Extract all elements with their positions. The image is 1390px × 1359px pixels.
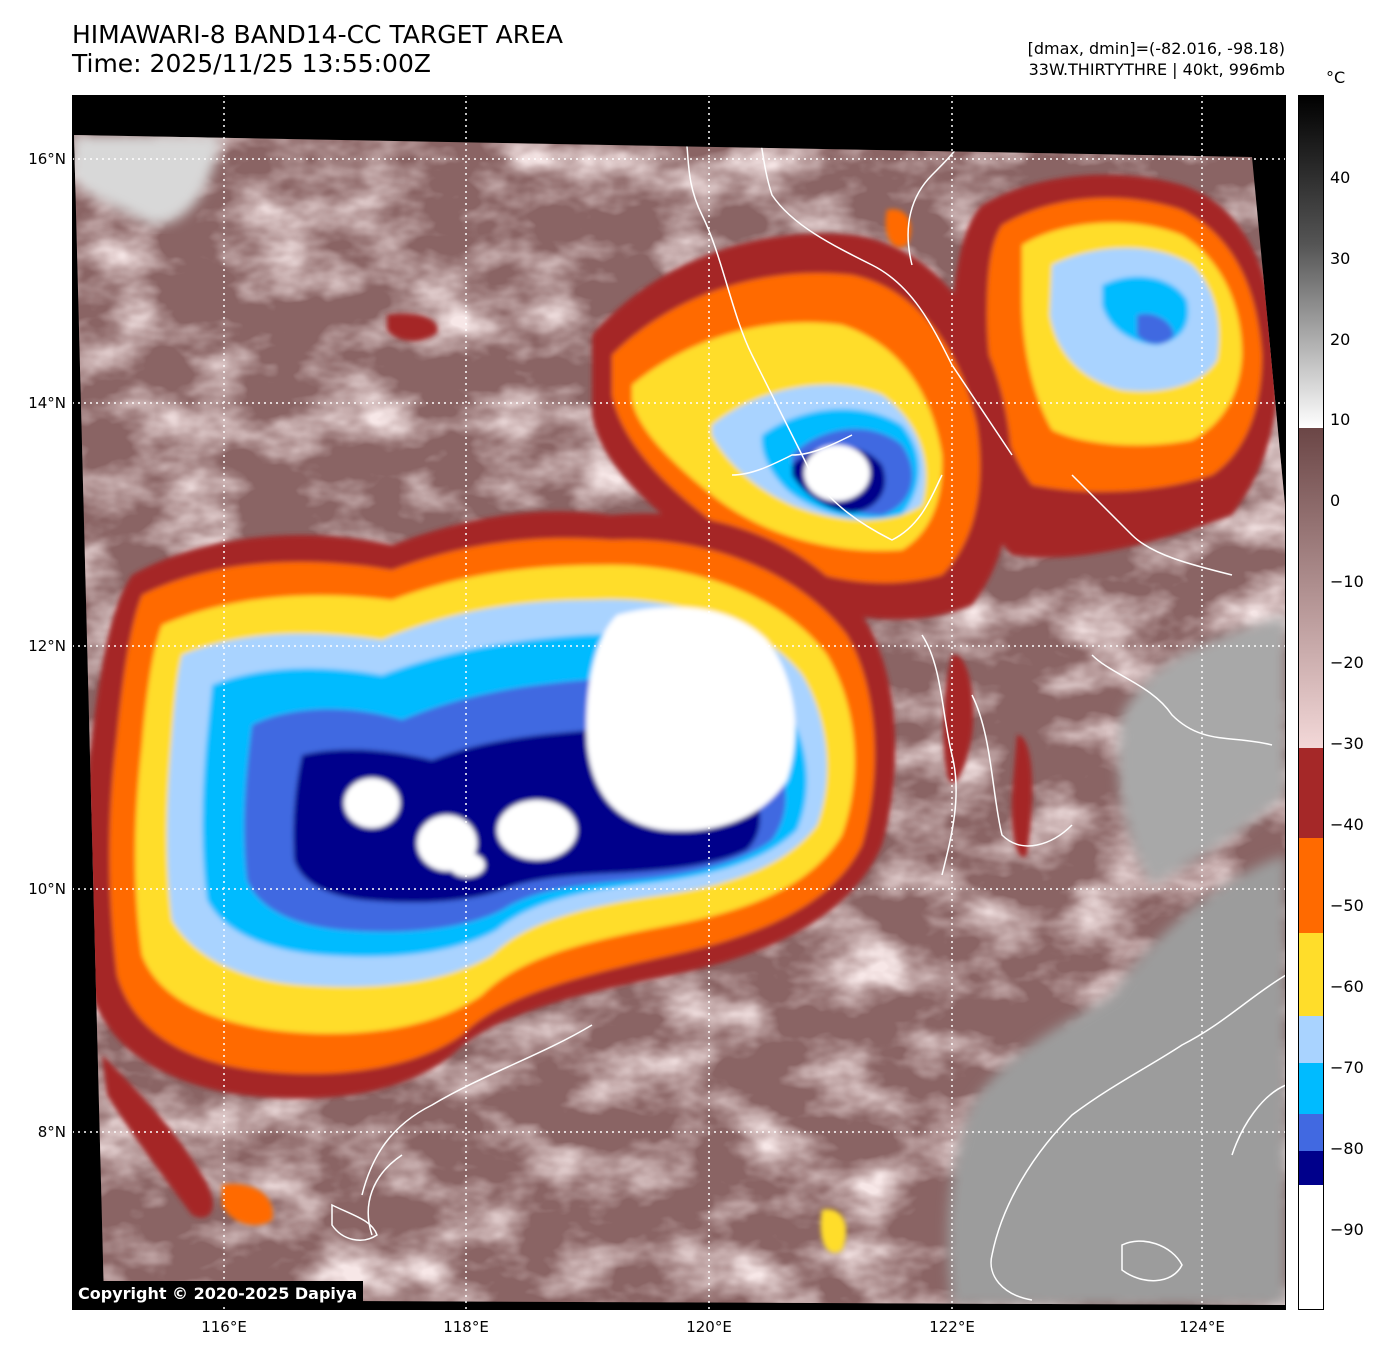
colorbar (1298, 95, 1324, 1310)
lat-label-12n: 12°N (28, 637, 66, 655)
colorbar-tick-40: 40 (1330, 168, 1351, 187)
storm-info: [dmax, dmin]=(-82.016, -98.18) 33W.THIRT… (1028, 38, 1285, 80)
lon-label-122e: 122°E (929, 1318, 975, 1336)
colorbar-red-segment (1298, 748, 1324, 838)
colorbar-tick-minus10: −10 (1330, 572, 1364, 591)
colorbar-blue-segment (1298, 1114, 1324, 1151)
chart-title: HIMAWARI-8 BAND14-CC TARGET AREA Time: 2… (72, 20, 563, 78)
colorbar-navy-segment (1298, 1151, 1324, 1185)
colorbar-tick-30: 30 (1330, 249, 1351, 268)
copyright-label: Copyright © 2020-2025 Dapiya (72, 1281, 364, 1306)
info-line-2: 33W.THIRTYTHRE | 40kt, 996mb (1028, 60, 1285, 79)
colorbar-brown-segment (1298, 428, 1324, 748)
colorbar-tick-minus30: −30 (1330, 734, 1364, 753)
lat-label-10n: 10°N (28, 880, 66, 898)
colorbar-tick-minus50: −50 (1330, 896, 1364, 915)
colorbar-unit: °C (1326, 68, 1346, 87)
warm-land-east (948, 855, 1286, 1305)
colorbar-tick-minus60: −60 (1330, 977, 1364, 996)
colorbar-tick-10: 10 (1330, 410, 1351, 429)
lon-label-118e: 118°E (443, 1318, 489, 1336)
lat-label-16n: 16°N (28, 150, 66, 168)
colorbar-tick-minus20: −20 (1330, 653, 1364, 672)
colorbar-tick-minus80: −80 (1330, 1139, 1364, 1158)
lon-label-124e: 124°E (1179, 1318, 1225, 1336)
colorbar-orange-segment (1298, 838, 1324, 933)
gridlines (72, 95, 1286, 1310)
title-line-2: Time: 2025/11/25 13:55:00Z (72, 49, 431, 78)
colorbar-tick-0: 0 (1330, 491, 1341, 510)
lon-label-116e: 116°E (201, 1318, 247, 1336)
title-line-1: HIMAWARI-8 BAND14-CC TARGET AREA (72, 20, 564, 49)
lon-label-120e: 120°E (686, 1318, 732, 1336)
lat-label-14n: 14°N (28, 394, 66, 412)
coastlines (331, 135, 1286, 1301)
colorbar-white-segment (1298, 1185, 1324, 1310)
lat-label-8n: 8°N (37, 1123, 66, 1141)
colorbar-cyan-segment (1298, 1063, 1324, 1114)
info-line-1: [dmax, dmin]=(-82.016, -98.18) (1027, 39, 1285, 58)
colorbar-warm-segment (1298, 95, 1324, 428)
colorbar-yellow-segment (1298, 933, 1324, 1016)
colorbar-tick-20: 20 (1330, 330, 1351, 349)
colorbar-tick-minus90: −90 (1330, 1220, 1364, 1239)
colorbar-tick-minus70: −70 (1330, 1058, 1364, 1077)
colorbar-tick-minus40: −40 (1330, 815, 1364, 834)
satellite-map (72, 95, 1286, 1310)
colorbar-lightblue-segment (1298, 1016, 1324, 1063)
